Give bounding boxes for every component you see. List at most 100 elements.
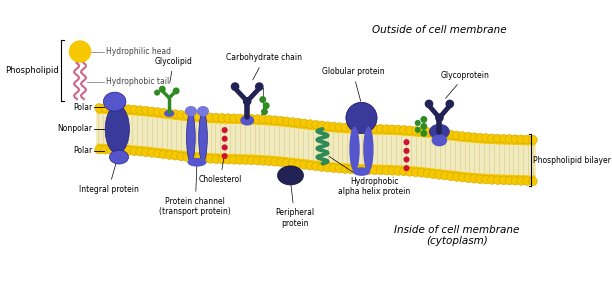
Circle shape [253, 115, 262, 124]
Circle shape [218, 114, 226, 122]
Ellipse shape [164, 110, 174, 117]
Circle shape [159, 108, 168, 117]
Circle shape [415, 127, 421, 133]
Circle shape [420, 123, 427, 130]
Ellipse shape [277, 166, 304, 185]
Ellipse shape [431, 134, 447, 146]
Circle shape [511, 176, 520, 185]
Circle shape [141, 106, 151, 115]
Circle shape [323, 122, 332, 131]
Circle shape [206, 154, 215, 163]
Circle shape [523, 177, 531, 185]
Text: Glycolipid: Glycolipid [155, 57, 193, 83]
Circle shape [294, 160, 303, 168]
Circle shape [476, 133, 485, 142]
Text: Peripheral
protein: Peripheral protein [275, 183, 315, 228]
Circle shape [406, 126, 414, 135]
Circle shape [359, 166, 367, 174]
Circle shape [464, 132, 472, 141]
Circle shape [488, 134, 496, 143]
Ellipse shape [185, 106, 197, 117]
Ellipse shape [103, 92, 126, 111]
Circle shape [230, 155, 238, 164]
Circle shape [243, 97, 252, 106]
Circle shape [282, 159, 291, 167]
Circle shape [370, 124, 379, 133]
Circle shape [118, 105, 127, 113]
Circle shape [288, 118, 297, 126]
Ellipse shape [363, 126, 373, 172]
Circle shape [425, 100, 433, 108]
Circle shape [195, 154, 203, 162]
Text: Hydrophobic
alpha helix protein: Hydrophobic alpha helix protein [329, 157, 411, 196]
Text: Polar: Polar [73, 103, 92, 112]
Circle shape [458, 132, 467, 140]
Circle shape [247, 156, 256, 165]
Circle shape [452, 131, 461, 140]
Text: Carbohydrate chain: Carbohydrate chain [226, 53, 302, 80]
Circle shape [183, 111, 192, 120]
Circle shape [136, 106, 144, 114]
Text: Glycoprotein: Glycoprotein [441, 71, 490, 98]
Circle shape [177, 110, 185, 119]
Circle shape [124, 105, 133, 114]
Text: Protein channel
(transport protein): Protein channel (transport protein) [159, 166, 231, 216]
Ellipse shape [429, 124, 450, 139]
Circle shape [435, 113, 444, 122]
Circle shape [318, 163, 326, 171]
Circle shape [271, 157, 279, 166]
Circle shape [493, 134, 502, 143]
Circle shape [429, 128, 438, 137]
Circle shape [406, 168, 414, 176]
Text: Integral protein: Integral protein [79, 161, 138, 194]
Circle shape [224, 114, 233, 122]
Circle shape [136, 147, 144, 156]
Circle shape [188, 153, 197, 162]
Circle shape [312, 162, 320, 171]
Circle shape [529, 135, 537, 144]
Text: Hydrophilic head: Hydrophilic head [106, 47, 171, 56]
Circle shape [171, 110, 180, 119]
Circle shape [113, 146, 121, 154]
Circle shape [113, 104, 121, 113]
Circle shape [206, 113, 215, 122]
Circle shape [118, 146, 127, 155]
Text: Phospholipid bilayer: Phospholipid bilayer [533, 156, 611, 165]
Circle shape [429, 170, 438, 178]
Circle shape [323, 163, 332, 172]
Circle shape [95, 145, 103, 154]
Ellipse shape [241, 115, 254, 126]
Circle shape [435, 171, 444, 179]
Text: Globular protein: Globular protein [321, 67, 384, 101]
Circle shape [499, 135, 508, 143]
Circle shape [353, 124, 361, 133]
Circle shape [271, 116, 279, 124]
Circle shape [482, 175, 490, 184]
Circle shape [171, 151, 180, 160]
Circle shape [261, 108, 268, 115]
Circle shape [259, 96, 266, 103]
Ellipse shape [187, 158, 206, 167]
Circle shape [141, 148, 151, 157]
Circle shape [329, 164, 338, 173]
Circle shape [106, 104, 115, 113]
Circle shape [288, 159, 297, 168]
Circle shape [329, 122, 338, 131]
Circle shape [130, 105, 138, 114]
Circle shape [159, 150, 168, 159]
Circle shape [177, 152, 185, 161]
Circle shape [335, 164, 344, 173]
Circle shape [241, 156, 250, 164]
Circle shape [482, 134, 490, 142]
Circle shape [447, 172, 455, 181]
Circle shape [253, 156, 262, 165]
Circle shape [312, 121, 320, 129]
Circle shape [124, 146, 133, 155]
Circle shape [259, 157, 267, 165]
Circle shape [341, 165, 349, 173]
Ellipse shape [105, 105, 129, 154]
Circle shape [341, 123, 349, 132]
Circle shape [222, 127, 228, 133]
Ellipse shape [187, 112, 195, 162]
Circle shape [282, 117, 291, 126]
